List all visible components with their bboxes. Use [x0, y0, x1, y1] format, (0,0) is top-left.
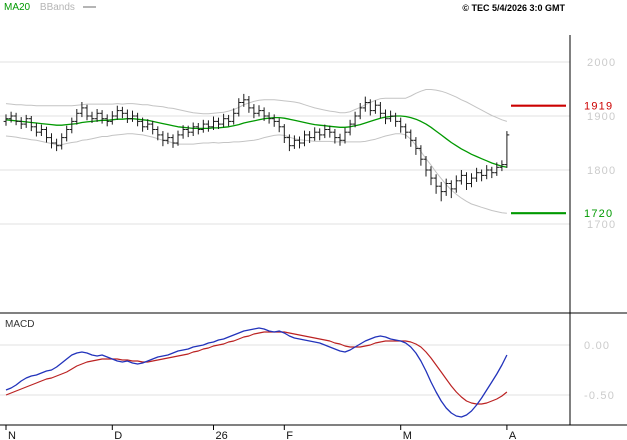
x-axis-label: F	[286, 430, 293, 440]
macd-axis-label: -0.50	[584, 390, 615, 402]
price-axis-label: 2000	[587, 57, 616, 69]
x-axis-label: N	[8, 430, 16, 440]
macd-line	[5, 327, 508, 418]
x-axis-label: D	[114, 430, 122, 440]
x-axis-label: 26	[216, 430, 228, 440]
macd-axis-label: 0.00	[584, 340, 610, 352]
ma20-line	[5, 115, 508, 168]
x-axis-label: M	[403, 430, 412, 440]
macd-signal-line	[5, 331, 508, 405]
copyright-text: © TEC 5/4/2026 3:0 GMT	[462, 3, 565, 13]
support-label: 1720	[584, 208, 613, 220]
x-axis-label: A	[509, 430, 517, 440]
price-axis-label: 1900	[587, 111, 616, 123]
legend-ma20-label: MA20	[4, 2, 31, 13]
bbands-line-swatch	[82, 6, 96, 9]
chart-legend: MA20 BBands	[4, 2, 96, 14]
price-axis-label: 1700	[587, 219, 616, 231]
resistance-label: 1919	[584, 101, 613, 113]
bband-lower-line	[5, 133, 507, 214]
legend-bbands-label: BBands	[39, 2, 75, 13]
bband-upper-line	[5, 89, 508, 122]
price-axis-label: 1800	[587, 165, 616, 177]
macd-panel-label: MACD	[5, 319, 34, 330]
